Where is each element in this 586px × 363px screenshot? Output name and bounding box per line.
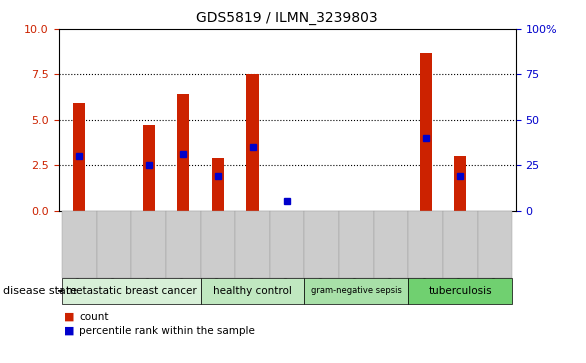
Text: metastatic breast cancer: metastatic breast cancer [66, 286, 197, 296]
Bar [177, 94, 189, 211]
Bar [420, 53, 432, 211]
Bar [454, 156, 466, 211]
Text: gram-negative sepsis: gram-negative sepsis [311, 286, 402, 295]
Text: percentile rank within the sample: percentile rank within the sample [79, 326, 255, 336]
Bar [212, 158, 224, 211]
Text: ■: ■ [64, 311, 75, 322]
Text: healthy control: healthy control [213, 286, 292, 296]
Text: disease state: disease state [3, 286, 77, 296]
Text: tuberculosis: tuberculosis [428, 286, 492, 296]
Title: GDS5819 / ILMN_3239803: GDS5819 / ILMN_3239803 [196, 11, 378, 25]
Bar [142, 125, 155, 211]
Text: ■: ■ [64, 326, 75, 336]
Bar [247, 74, 258, 211]
Text: count: count [79, 311, 108, 322]
Bar [73, 103, 86, 211]
